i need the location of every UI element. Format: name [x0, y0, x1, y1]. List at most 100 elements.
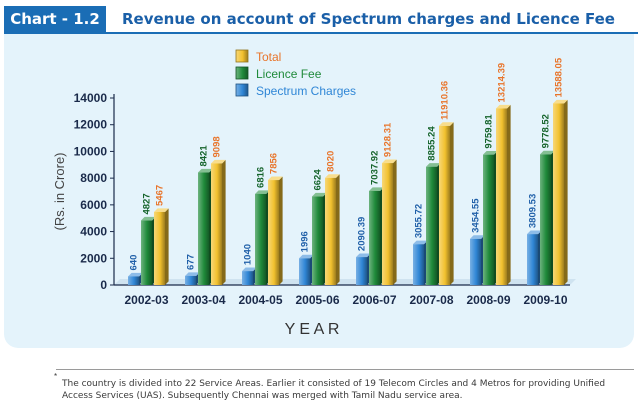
- bar-side: [165, 208, 169, 285]
- x-tick-label: 2003-04: [181, 293, 225, 307]
- bar-spectrum-charges: [128, 276, 139, 285]
- bar-side: [222, 159, 226, 285]
- data-label: 6624: [313, 169, 324, 191]
- bar-top: [255, 190, 270, 194]
- bar-top: [299, 254, 314, 259]
- bar-licence-fee: [369, 190, 380, 285]
- bar-licence-fee: [255, 193, 266, 285]
- bar-top: [312, 192, 327, 197]
- bar-total: [154, 211, 165, 285]
- bar-top: [211, 159, 226, 164]
- bar-licence-fee: [141, 220, 152, 285]
- x-tick-label: 2002-03: [124, 293, 168, 307]
- data-label: 6816: [256, 167, 267, 188]
- legend-swatch: [235, 49, 249, 63]
- bar-top: [242, 267, 257, 272]
- bar-top: [527, 230, 542, 235]
- legend-swatch: [235, 66, 249, 80]
- bar-total: [211, 163, 222, 285]
- data-label: 1996: [300, 231, 311, 252]
- bar-top: [426, 163, 441, 167]
- bar-top: [356, 253, 371, 258]
- legend-label: Total: [256, 50, 281, 64]
- bar-spectrum-charges: [356, 257, 367, 285]
- legend-label: Spectrum Charges: [256, 84, 356, 98]
- footnote-mark: *: [54, 372, 58, 381]
- bar-licence-fee: [312, 196, 323, 285]
- bar-top: [154, 208, 169, 212]
- bar-side: [336, 174, 340, 285]
- legend-swatch: [235, 83, 249, 97]
- data-label: 7037.92: [370, 151, 381, 185]
- bar-spectrum-charges: [185, 275, 196, 285]
- y-tick-label: 12000: [74, 118, 108, 132]
- bar-side: [564, 99, 568, 286]
- data-label: 8421: [199, 145, 210, 167]
- bar-top: [141, 216, 156, 221]
- bar-top: [185, 272, 200, 276]
- bar-total: [439, 125, 450, 285]
- data-label: 7856: [269, 153, 280, 174]
- x-tick-label: 2009-10: [523, 293, 567, 307]
- bar-side: [393, 159, 397, 285]
- data-label: 9128.31: [383, 122, 394, 157]
- bar-total: [382, 163, 393, 285]
- bar-side: [450, 122, 454, 286]
- bar-top: [496, 104, 511, 109]
- bar-top: [470, 235, 485, 239]
- footnote-divider: [56, 369, 634, 370]
- data-label: 677: [186, 254, 197, 270]
- data-label: 3055.72: [414, 204, 425, 238]
- footnote-text: The country is divided into 22 Service A…: [62, 379, 606, 401]
- bar-licence-fee: [483, 154, 494, 285]
- x-tick-label: 2004-05: [238, 293, 282, 307]
- bar-spectrum-charges: [527, 234, 538, 285]
- y-tick-label: 14000: [74, 91, 108, 105]
- bar-total: [325, 177, 336, 285]
- bar-licence-fee: [198, 172, 209, 285]
- bar-side: [279, 176, 283, 285]
- chart-floor: [114, 279, 576, 285]
- data-label: 4827: [142, 193, 153, 214]
- y-tick-label: 4000: [80, 225, 107, 239]
- data-label: 11910.36: [440, 81, 451, 120]
- bar-chart: 0 2000 4000 6000 8000 10000 12000 14000 (Rs. in …: [52, 49, 576, 338]
- bar-total: [553, 103, 564, 285]
- y-tick-label: 2000: [80, 251, 107, 265]
- data-label: 1040: [243, 244, 254, 265]
- chart-panel: 0 2000 4000 6000 8000 10000 12000 14000 (Rs. in …: [4, 34, 634, 348]
- bar-top: [369, 187, 384, 191]
- x-tick-label: 2005-06: [295, 293, 339, 307]
- x-tick-label: 2008-09: [466, 293, 510, 307]
- chart-title: Revenue on account of Spectrum charges a…: [122, 10, 615, 28]
- data-label: 2090.39: [357, 217, 368, 251]
- bar-top: [483, 151, 498, 155]
- data-label: 9098: [212, 136, 223, 157]
- bar-licence-fee: [426, 166, 437, 285]
- data-label: 13214.39: [497, 63, 508, 103]
- y-tick-label: 0: [100, 278, 107, 292]
- bar-total: [496, 108, 507, 286]
- x-tick-label: 2006-07: [352, 293, 396, 307]
- y-tick-label: 6000: [80, 198, 107, 212]
- bar-spectrum-charges: [242, 271, 253, 285]
- data-label: 3809.53: [528, 194, 539, 228]
- data-label: 5467: [155, 185, 166, 206]
- data-label: 8855.24: [427, 126, 438, 161]
- bar-top: [553, 99, 568, 104]
- bar-top: [413, 240, 428, 245]
- bar-total: [268, 180, 279, 285]
- data-label: 13588.05: [554, 57, 565, 97]
- x-axis-title: Y E A R: [285, 321, 340, 338]
- data-label: 9759.81: [484, 114, 495, 149]
- chart-number-tag: Chart - 1.2: [4, 6, 106, 32]
- x-tick-label: 2007-08: [409, 293, 453, 307]
- bar-top: [198, 168, 213, 173]
- data-label: 640: [129, 255, 140, 271]
- y-tick-label: 8000: [80, 171, 107, 185]
- chart-header: Chart - 1.2 Revenue on account of Spectr…: [4, 6, 638, 34]
- y-axis-title: (Rs. in Crore): [52, 152, 67, 230]
- legend-label: Licence Fee: [256, 67, 322, 81]
- bar-top: [382, 159, 397, 164]
- bar-top: [439, 122, 454, 126]
